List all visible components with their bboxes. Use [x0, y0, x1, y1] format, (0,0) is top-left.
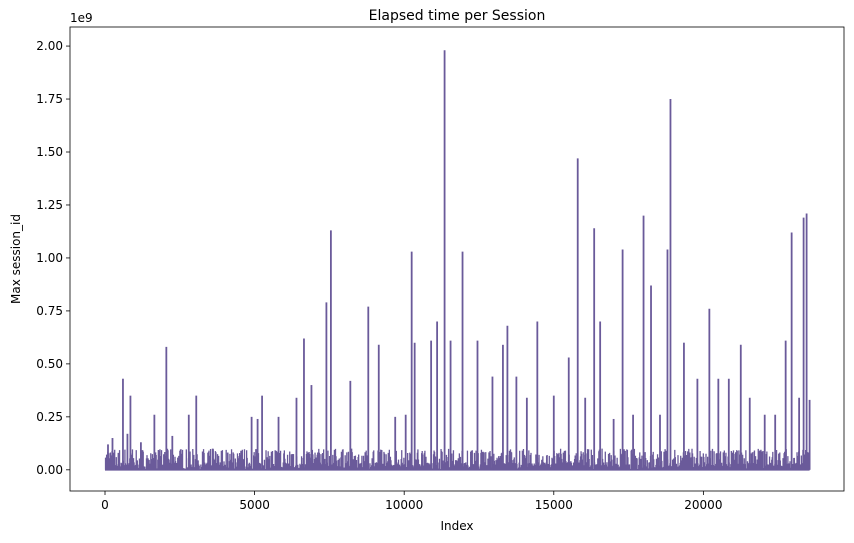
y-tick-label: 0.50 — [36, 357, 63, 371]
plot-series — [104, 50, 811, 471]
y-tick-label: 1.25 — [36, 198, 63, 212]
y-tick-label: 1.00 — [36, 251, 63, 265]
x-tick-label: 15000 — [535, 498, 573, 512]
baseline-band — [104, 448, 811, 470]
chart-title: Elapsed time per Session — [369, 8, 546, 24]
y-axis-ticks: 0.00 0.25 0.50 0.75 1.00 1.25 1.50 1.75 2.00 — [36, 39, 70, 477]
x-tick-label: 5000 — [239, 498, 270, 512]
y-tick-label: 2.00 — [36, 39, 63, 53]
y-tick-label: 1.50 — [36, 145, 63, 159]
x-axis-label: Index — [440, 519, 473, 533]
x-tick-label: 10000 — [385, 498, 423, 512]
x-tick-label: 0 — [101, 498, 109, 512]
y-tick-label: 0.75 — [36, 304, 63, 318]
plot-frame — [69, 26, 845, 492]
x-tick-label: 20000 — [684, 498, 722, 512]
y-tick-label: 0.25 — [36, 410, 63, 424]
y-axis-label: Max session_id — [9, 214, 23, 304]
y-tick-label: 0.00 — [36, 463, 63, 477]
x-axis-ticks: 0 5000 10000 15000 20000 — [101, 491, 722, 512]
y-tick-label: 1.75 — [36, 92, 63, 106]
y-offset-label: 1e9 — [70, 11, 93, 25]
